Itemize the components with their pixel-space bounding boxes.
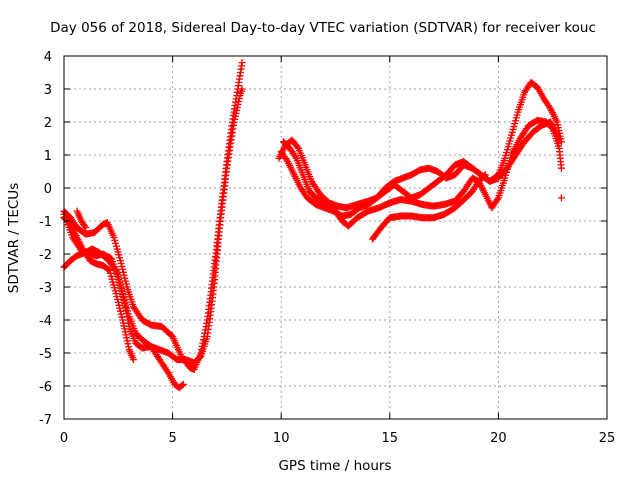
y-tick-label: -5 [39, 347, 52, 362]
y-tick-label: -4 [39, 314, 52, 329]
data-point [293, 143, 301, 151]
data-point [283, 156, 291, 164]
data-point [130, 356, 138, 364]
data-point [196, 353, 204, 361]
data-point [179, 380, 187, 388]
data-point [557, 194, 565, 202]
data-point [178, 381, 186, 389]
y-tick-label: -1 [39, 215, 52, 230]
x-tick-label: 5 [168, 431, 176, 446]
data-point [82, 224, 90, 232]
chart-title: Day 056 of 2018, Sidereal Day-to-day VTE… [50, 20, 596, 36]
x-tick-label: 25 [599, 431, 616, 446]
data-point [481, 171, 489, 179]
y-axis-label: SDTVAR / TECUs [6, 183, 22, 293]
x-axis: 0 5 10 15 20 25 [60, 56, 615, 446]
data-point [557, 164, 565, 172]
data-point [548, 124, 556, 131]
data-point [238, 59, 246, 67]
x-tick-label: 20 [490, 431, 507, 446]
plot-frame [63, 55, 608, 420]
y-tick-label: 2 [44, 116, 52, 131]
x-tick-label: 15 [382, 431, 399, 446]
data-point [111, 265, 119, 273]
y-tick-label: -2 [39, 248, 52, 263]
y-tick-label: -6 [39, 380, 52, 395]
data-points [60, 59, 565, 392]
data-point [291, 153, 299, 161]
data-point [238, 85, 246, 93]
data-point [105, 266, 113, 274]
y-tick-label: 0 [44, 182, 52, 197]
y-tick-label: 3 [44, 83, 52, 98]
data-point [545, 103, 553, 111]
data-point [163, 367, 171, 375]
data-point [493, 196, 501, 204]
y-tick-label: 1 [44, 149, 52, 164]
y-tick-label: -3 [39, 281, 52, 296]
y-tick-label: -7 [39, 413, 52, 428]
y-tick-label: 4 [44, 50, 52, 65]
grid [64, 56, 607, 419]
y-axis: -7 -6 -5 -4 -3 -2 -1 0 1 2 3 4 [39, 50, 607, 428]
x-axis-label: GPS time / hours [278, 458, 391, 474]
data-point [81, 222, 89, 230]
x-tick-label: 10 [273, 431, 290, 446]
data-point [480, 172, 488, 180]
x-tick-label: 0 [60, 431, 68, 446]
